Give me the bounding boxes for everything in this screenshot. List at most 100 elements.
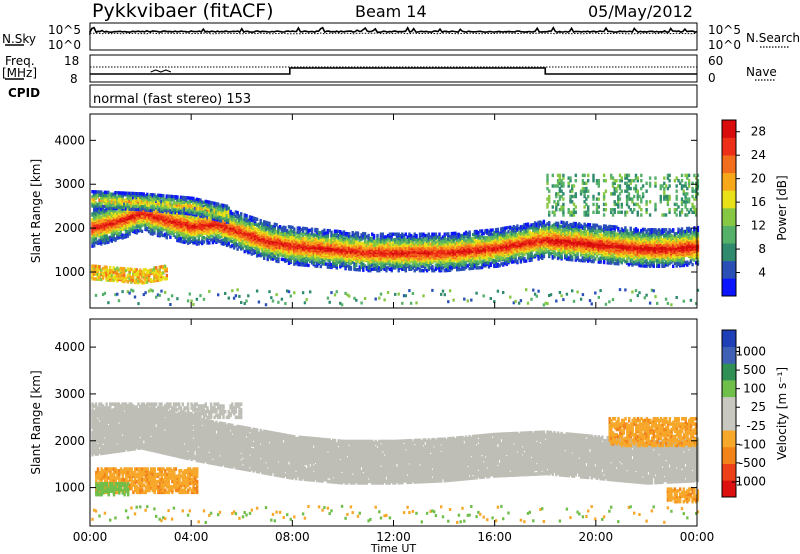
power-cell [236,211,238,214]
power-cell [164,291,166,294]
power-cell [159,294,161,297]
power-cell [307,264,309,267]
power-cell [357,232,359,235]
power-cell [398,293,400,296]
power-cell [247,294,249,297]
power-cell [164,265,166,268]
power-cell [144,291,146,294]
power-cell [401,302,403,305]
power-cell [258,301,260,304]
freq-trace [90,68,697,74]
power-cell [167,298,169,301]
power-cell [364,297,366,300]
power-cell [329,301,331,304]
power-cell [330,291,332,294]
power-cell [302,291,304,294]
power-cell [412,292,414,295]
power-cell [132,289,134,292]
power-cell [304,301,306,304]
power-cell [256,218,258,221]
power-cell [348,232,350,235]
power-cell [275,223,277,226]
power-cells [91,174,699,307]
power-cell [192,303,194,306]
power-cell [217,293,219,296]
power-cell [134,296,136,299]
power-cell [330,231,332,234]
power-cell [394,293,396,296]
power-cell [187,299,189,302]
power-cell [228,297,230,300]
power-cell [373,234,375,237]
power-cell [256,290,258,293]
power-cell [208,290,210,293]
power-cell [265,303,267,306]
power-cell [123,273,125,276]
power-cell [128,292,130,295]
power-cell [196,298,198,301]
power-cell [268,222,270,225]
power-cell [364,232,366,235]
power-cell [311,228,313,231]
power-cell [387,291,389,294]
power-cell [323,229,325,232]
power-cell [375,298,377,301]
nsearch-trace [90,33,697,34]
power-cell [238,295,240,298]
power-cell [203,240,205,243]
power-cell [231,289,233,292]
power-cell [162,194,164,197]
power-cell [378,297,380,300]
power-cell [171,294,173,297]
power-cell [109,266,111,269]
power-cell [284,226,286,229]
power-cell [355,299,357,302]
power-cell [240,301,242,304]
power-cell [152,289,154,292]
power-cell [360,302,362,305]
power-cell [290,295,292,298]
power-cell [98,265,100,268]
power-cell [203,298,205,301]
power-cell [410,302,412,305]
power-cell [270,296,272,299]
power-cell [155,266,157,269]
power-cell [224,292,226,295]
power-cell [104,292,106,295]
cpid-strip-frame [90,85,697,107]
power-cell [306,298,308,301]
power-cell [281,298,283,301]
power-cell [274,227,276,230]
power-cell [245,300,247,303]
power-cell [316,228,318,231]
power-cell [236,288,238,291]
power-cell [160,290,162,293]
power-cell [415,301,417,304]
power-cell [189,293,191,296]
power-cell [176,195,178,198]
power-cell [105,266,107,269]
power-cell [309,290,311,293]
power-cell [334,293,336,296]
power-cell [277,301,279,304]
power-cell [166,268,168,271]
power-cell [376,234,378,237]
power-cell [405,294,407,297]
power-cell [293,227,295,230]
power-cell [169,236,171,239]
power-cell [107,301,109,304]
freq-wiggle [151,70,171,72]
power-cell [408,289,410,292]
power-cell [336,290,338,293]
power-cell [348,295,350,298]
power-cell [169,303,171,306]
power-cell [240,212,242,215]
power-cell [272,300,274,303]
power-cell [176,297,178,300]
power-cell [116,293,118,296]
power-cell [199,294,201,297]
power-cell [293,291,295,294]
power-cell [260,219,262,222]
power-cell [235,294,237,297]
